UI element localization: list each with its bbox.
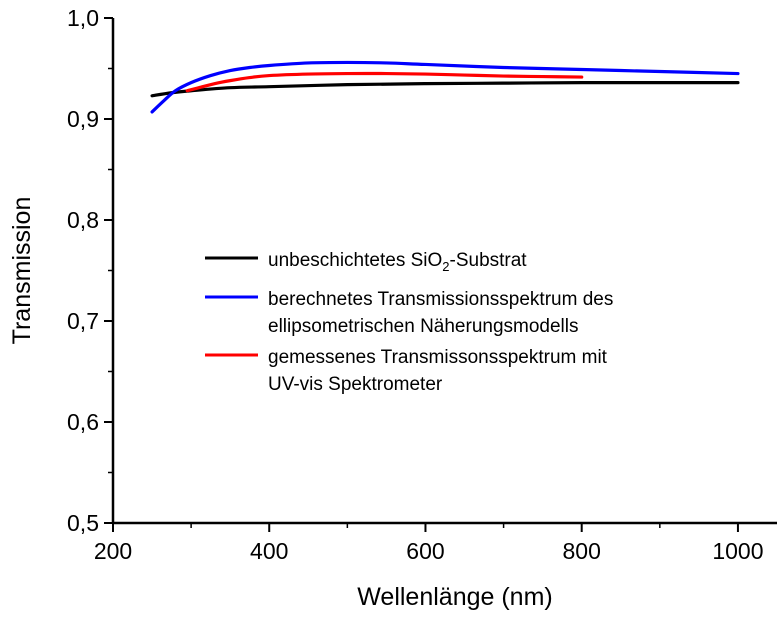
legend-label-calculated-line1: berechnetes Transmissionsspektrum des — [268, 289, 613, 310]
series-line-substrate — [150, 81, 740, 98]
y-tick-label-3: 0,8 — [67, 207, 99, 233]
legend-label-measured-line1: gemessenes Transmissonsspektrum mit — [268, 347, 608, 368]
y-tick-label-2: 0,7 — [67, 308, 99, 334]
x-tick-label-400: 400 — [250, 538, 288, 564]
series-line-measured — [185, 71, 584, 93]
legend-label-measured-line2: UV-vis Spektrometer — [268, 374, 443, 395]
x-axis-title: Wellenlänge (nm) — [357, 583, 552, 611]
x-tick-label-1000: 1000 — [712, 538, 763, 564]
x-axis-ticks: 200 400 600 800 1000 — [94, 523, 764, 564]
legend-label-substrate: unbeschichtetes SiO2-Substrat — [268, 250, 527, 274]
x-tick-label-200: 200 — [94, 538, 132, 564]
x-tick-label-600: 600 — [406, 538, 444, 564]
x-tick-label-800: 800 — [563, 538, 601, 564]
y-axis-title: Transmission — [8, 197, 36, 345]
y-tick-label-4: 0,9 — [67, 106, 99, 132]
y-tick-label-0: 0,5 — [67, 510, 99, 536]
y-tick-label-5: 1,0 — [67, 5, 99, 31]
y-axis-ticks: 0,5 0,6 0,7 0,8 0,9 1,0 — [67, 5, 113, 536]
series-layer — [150, 60, 740, 114]
series-line-calculated — [150, 60, 740, 114]
y-tick-label-1: 0,6 — [67, 409, 99, 435]
legend-label-calculated-line2: ellipsometrischen Näherungsmodells — [268, 316, 579, 337]
legend: unbeschichtetes SiO2-Substrat berechnete… — [205, 250, 613, 395]
